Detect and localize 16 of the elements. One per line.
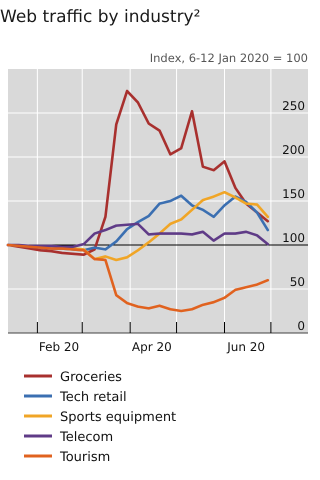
x-tick-label: Jun 20 <box>226 340 266 354</box>
legend-label: Tech retail <box>59 390 127 405</box>
chart-subtitle: Index, 6-12 Jan 2020 = 100 <box>150 51 308 65</box>
legend-label: Groceries <box>60 370 122 385</box>
legend-label: Tourism <box>59 450 110 465</box>
legend-label: Sports equipment <box>60 410 176 425</box>
legend-label: Telecom <box>59 430 114 445</box>
y-tick-label: 200 <box>282 143 305 157</box>
chart-title: Web traffic by industry² <box>0 7 200 27</box>
y-tick-label: 0 <box>297 319 305 333</box>
y-tick-label: 50 <box>290 275 305 289</box>
y-tick-label: 150 <box>282 187 305 201</box>
x-tick-label: Feb 20 <box>38 340 80 354</box>
x-tick-label: Apr 20 <box>132 340 172 354</box>
y-tick-label: 100 <box>282 231 305 245</box>
y-tick-label: 250 <box>282 99 305 113</box>
